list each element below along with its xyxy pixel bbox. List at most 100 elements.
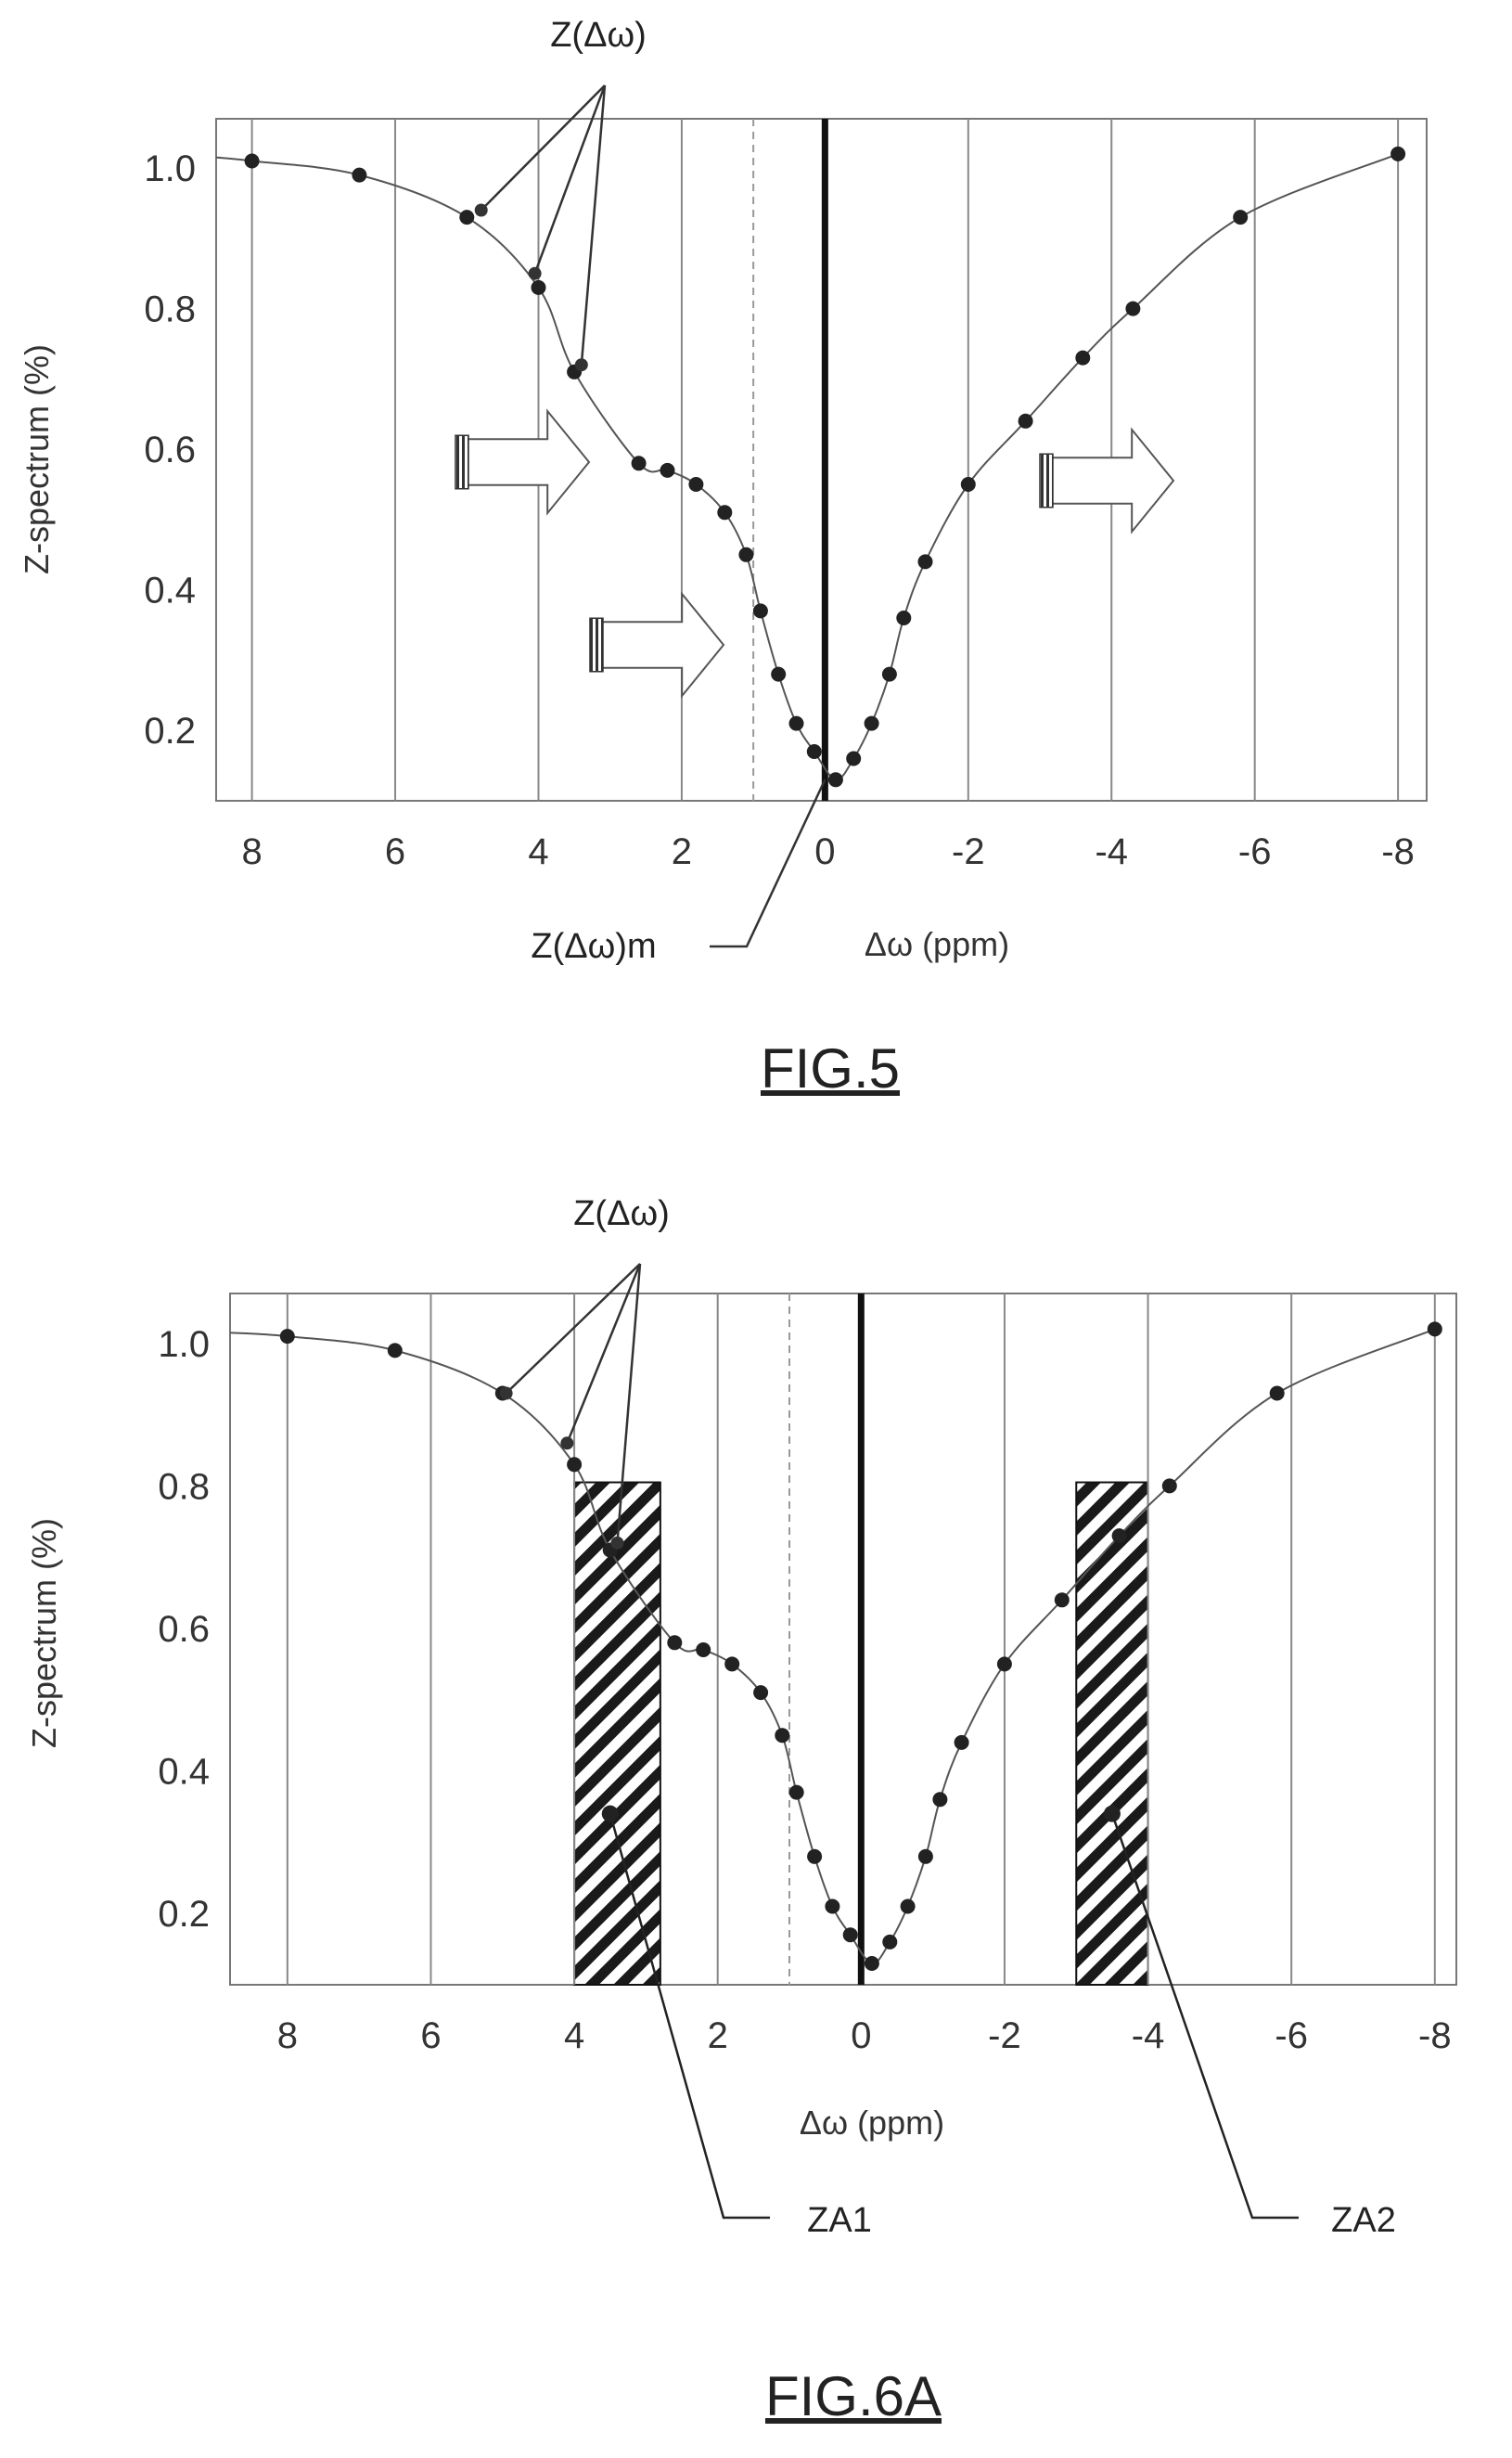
x-tick-label: -4 xyxy=(1132,2015,1165,2056)
annotation-leader xyxy=(710,779,826,948)
data-point xyxy=(567,1457,583,1473)
data-point xyxy=(864,1956,879,1971)
y-tick-label: 0.6 xyxy=(144,430,196,470)
data-point xyxy=(696,1642,711,1657)
data-point xyxy=(1427,1321,1442,1337)
data-point xyxy=(660,462,675,478)
data-point xyxy=(881,666,897,682)
data-point xyxy=(724,1656,740,1672)
region-label-za2: ZA2 xyxy=(1331,2201,1396,2240)
region-leader-line xyxy=(609,1813,770,2220)
data-point xyxy=(775,1728,790,1744)
data-point xyxy=(827,772,843,788)
block-arrow-tail xyxy=(589,617,604,673)
data-point xyxy=(667,1635,683,1651)
data-point xyxy=(738,547,754,562)
y-tick-label: 0.2 xyxy=(158,1894,210,1935)
annotation-leader xyxy=(505,1263,641,1395)
data-point xyxy=(1018,413,1033,429)
y-tick-label: 0.4 xyxy=(144,571,196,611)
x-tick-label: 2 xyxy=(672,831,692,872)
data-point xyxy=(788,715,804,731)
block-arrow-tail xyxy=(1039,453,1054,508)
data-point xyxy=(688,477,704,492)
x-tick-label: 2 xyxy=(708,2015,728,2056)
data-point xyxy=(1054,1592,1070,1608)
x-axis-title: Δω (ppm) xyxy=(800,2104,944,2142)
data-point xyxy=(752,603,768,619)
data-point xyxy=(1111,1528,1127,1544)
fig6a-chart: 1.0 0.8 0.6 0.4 0.2 8 6 4 2 0 -2 -4 -6 -8 Z-spectrum (… xyxy=(25,1194,1457,2427)
annotation-leader xyxy=(533,84,607,275)
data-point xyxy=(864,715,879,731)
data-point xyxy=(771,666,787,682)
data-point xyxy=(900,1898,916,1914)
x-tick-label: 6 xyxy=(385,831,405,872)
y-tick-label: 1.0 xyxy=(158,1324,210,1365)
annotation-leader xyxy=(580,84,607,366)
plot-area xyxy=(215,118,1428,802)
y-tick-label: 1.0 xyxy=(144,148,196,189)
data-point xyxy=(917,1848,933,1864)
annotation-leader xyxy=(480,84,606,212)
data-point xyxy=(954,1734,969,1750)
data-point xyxy=(960,477,976,492)
x-tick-label: 0 xyxy=(814,831,835,872)
y-tick-label: 0.6 xyxy=(158,1609,210,1650)
block-arrow-3 xyxy=(1039,427,1175,534)
x-tick-label: 0 xyxy=(851,2015,871,2056)
annotation-leader xyxy=(566,1263,642,1444)
data-point xyxy=(825,1898,840,1914)
data-point xyxy=(717,505,733,521)
annotation-leader xyxy=(616,1263,642,1543)
data-point xyxy=(932,1792,948,1808)
x-tick-label: -6 xyxy=(1238,831,1272,872)
annotation-arrowhead xyxy=(560,1436,574,1450)
data-point xyxy=(1390,146,1406,161)
x-tick-label: 4 xyxy=(564,2015,584,2056)
data-point xyxy=(631,456,647,471)
block-arrow-1 xyxy=(455,408,591,516)
data-point xyxy=(352,167,367,183)
hatched-region-za2 xyxy=(1075,1481,1149,1986)
annotation-arrowhead xyxy=(574,358,588,372)
data-point xyxy=(806,744,822,759)
data-point xyxy=(753,1685,769,1701)
x-tick-label: 8 xyxy=(241,831,262,872)
annotation-arrowhead xyxy=(528,266,542,280)
block-arrow-2 xyxy=(589,591,725,699)
data-point xyxy=(459,210,475,225)
z-delta-omega-label: Z(Δω) xyxy=(550,16,647,55)
annotation-arrowhead xyxy=(610,1536,624,1550)
block-arrow-tail xyxy=(455,434,469,490)
data-point xyxy=(531,279,546,295)
region-label-za1: ZA1 xyxy=(807,2201,872,2240)
data-point xyxy=(1161,1478,1177,1494)
data-point xyxy=(917,554,933,570)
data-point xyxy=(807,1848,823,1864)
y-tick-label: 0.4 xyxy=(158,1752,210,1793)
block-arrow-body xyxy=(593,591,725,699)
x-tick-label: -8 xyxy=(1418,2015,1452,2056)
x-tick-label: -8 xyxy=(1381,831,1415,872)
data-point xyxy=(996,1656,1012,1672)
y-tick-label: 0.8 xyxy=(144,290,196,330)
region-leader-line xyxy=(1110,1813,1299,2220)
block-arrow-body xyxy=(1043,427,1175,534)
block-arrow-body xyxy=(458,408,591,516)
data-point xyxy=(846,751,862,766)
y-axis-title: Z-spectrum (%) xyxy=(25,1518,63,1748)
figure-caption: FIG.5 xyxy=(761,1037,900,1100)
y-tick-label: 0.8 xyxy=(158,1466,210,1507)
data-point xyxy=(279,1329,295,1345)
z-delta-omega-m-label: Z(Δω)m xyxy=(531,927,656,966)
annotation-arrowhead xyxy=(474,203,488,217)
series-line xyxy=(215,152,1399,781)
hatched-region-za1 xyxy=(573,1481,661,1986)
annotation-arrowhead xyxy=(499,1386,513,1400)
data-point xyxy=(896,611,912,625)
x-tick-label: -2 xyxy=(952,831,985,872)
fig5-chart: 1.0 0.8 0.6 0.4 0.2 8 6 4 2 0 -2 -4 -6 -8 Z-spectrum (… xyxy=(18,16,1428,1100)
x-axis-title: Δω (ppm) xyxy=(865,925,1009,963)
